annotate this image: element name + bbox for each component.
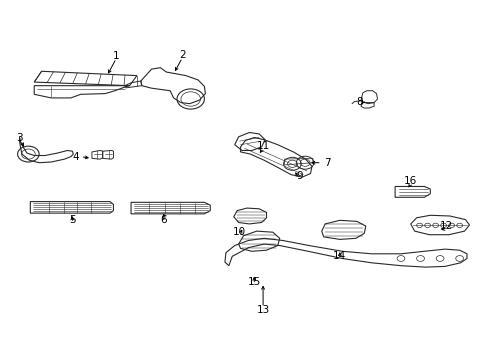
Text: 12: 12: [438, 221, 452, 231]
Text: 7: 7: [324, 158, 330, 168]
Text: 3: 3: [16, 132, 23, 143]
Text: 1: 1: [113, 51, 120, 61]
Text: 9: 9: [296, 171, 303, 181]
Text: 5: 5: [69, 215, 76, 225]
Text: 13: 13: [256, 305, 269, 315]
Text: 8: 8: [355, 96, 362, 107]
Text: 4: 4: [72, 152, 79, 162]
Text: 15: 15: [247, 276, 261, 287]
Text: 10: 10: [233, 227, 245, 237]
Text: 2: 2: [179, 50, 185, 60]
Text: 11: 11: [256, 141, 269, 151]
Text: 14: 14: [332, 251, 346, 261]
Text: 6: 6: [160, 215, 167, 225]
Text: 16: 16: [403, 176, 417, 186]
